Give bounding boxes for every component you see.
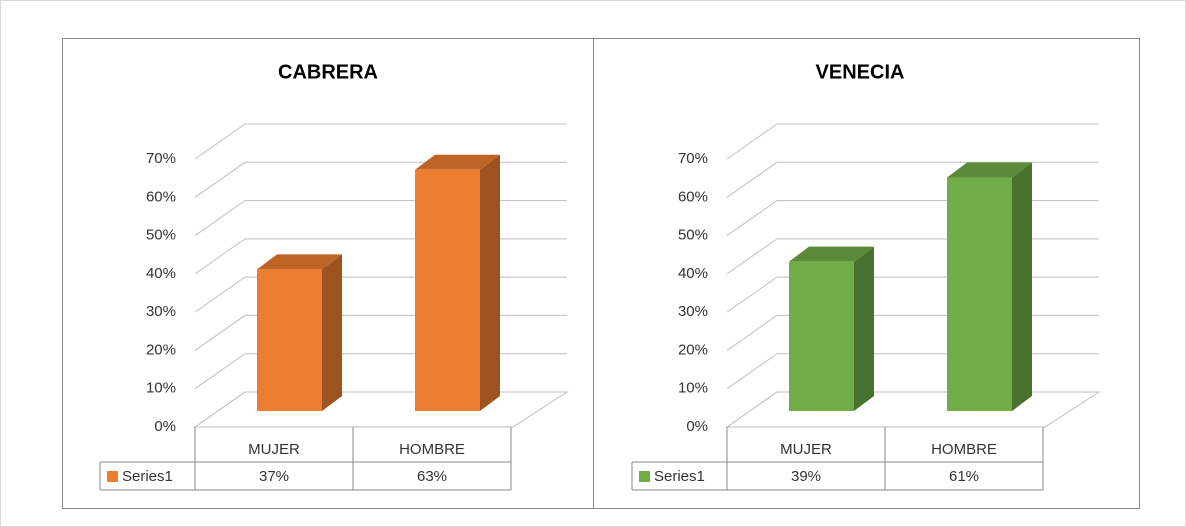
y-tick-label: 50% (678, 227, 708, 244)
grid-line (726, 161, 1099, 198)
y-tick-label: 40% (146, 265, 176, 282)
chart-title: CABRERA (278, 61, 378, 83)
y-tick-label: 30% (678, 303, 708, 320)
grid-line (194, 123, 567, 160)
x-tick-label: MUJER (780, 441, 832, 458)
table-value: 39% (791, 468, 821, 485)
legend-swatch (639, 471, 650, 482)
x-tick-label: HOMBRE (931, 441, 997, 458)
y-tick-label: 10% (678, 380, 708, 397)
table-value: 63% (417, 468, 447, 485)
y-tick-label: 30% (146, 303, 176, 320)
bar-side (854, 246, 874, 411)
y-tick-label: 10% (146, 380, 176, 397)
y-tick-label: 20% (678, 341, 708, 358)
y-tick-label: 70% (146, 150, 176, 167)
y-tick-label: 0% (686, 418, 708, 435)
y-tick-label: 0% (154, 418, 176, 435)
bar-side (1012, 162, 1032, 411)
grid-line (726, 123, 1099, 160)
chart-title: VENECIA (816, 61, 905, 83)
legend-label: Series1 (654, 468, 705, 485)
bar-top (789, 246, 874, 262)
y-tick-label: 20% (146, 341, 176, 358)
x-tick-label: HOMBRE (399, 441, 465, 458)
table-value: 37% (259, 468, 289, 485)
bar (947, 177, 1012, 411)
bar (257, 269, 322, 411)
y-tick-label: 50% (146, 227, 176, 244)
bar (415, 169, 480, 411)
y-tick-label: 40% (678, 265, 708, 282)
bar-side (322, 254, 342, 411)
bar-side (480, 154, 500, 412)
x-tick-label: MUJER (248, 441, 300, 458)
y-tick-label: 60% (146, 188, 176, 205)
y-tick-label: 60% (678, 188, 708, 205)
y-tick-label: 70% (678, 150, 708, 167)
legend-label: Series1 (122, 468, 173, 485)
bar (789, 261, 854, 411)
bar-top (415, 154, 500, 170)
legend-swatch (107, 471, 118, 482)
bar-top (257, 254, 342, 270)
bar-top (947, 162, 1032, 178)
table-value: 61% (949, 468, 979, 485)
